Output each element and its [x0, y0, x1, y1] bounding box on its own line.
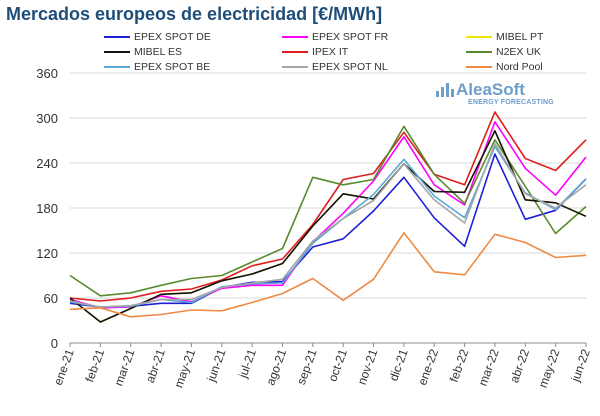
series-line-ipex-it — [69, 111, 587, 302]
legend-label: N2EX UK — [496, 46, 541, 58]
legend-item: MIBEL ES — [104, 45, 182, 59]
legend-label: MIBEL ES — [134, 46, 183, 58]
legend-item: Nord Pool — [466, 60, 543, 74]
legend-swatch — [466, 51, 492, 53]
x-tick-label: jun-22 — [568, 347, 593, 384]
legend-item: EPEX SPOT FR — [282, 30, 388, 44]
x-tick-label: abr-22 — [507, 347, 532, 385]
logo-tagline: ENERGY FORECASTING — [468, 99, 554, 106]
series-line-epex-spot-be — [69, 145, 587, 308]
series-line-n2ex-uk — [69, 125, 587, 297]
legend-label: EPEX SPOT BE — [134, 61, 211, 73]
legend-item: EPEX SPOT BE — [104, 60, 210, 74]
series-line-epex-spot-fr — [69, 121, 587, 309]
legend-swatch — [104, 66, 130, 68]
legend-swatch — [466, 66, 492, 68]
y-tick-label: 180 — [36, 201, 58, 216]
series-line-epex-spot-de — [69, 153, 587, 308]
x-tick-label: mar-21 — [111, 347, 137, 388]
x-tick-label: abr-21 — [143, 347, 168, 385]
legend-swatch — [282, 66, 308, 68]
series-line-mibel-pt — [69, 130, 587, 323]
x-tick-label: nov-21 — [355, 347, 381, 387]
legend-label: Nord Pool — [496, 61, 543, 73]
legend-item: N2EX UK — [466, 45, 541, 59]
legend-label: EPEX SPOT FR — [312, 31, 389, 43]
series-line-mibel-es — [69, 130, 587, 323]
x-tick-label: mar-22 — [476, 347, 502, 388]
y-tick-label: 240 — [36, 156, 58, 171]
x-tick-label: jun-21 — [204, 347, 229, 384]
legend-swatch — [282, 36, 308, 38]
legend-label: EPEX SPOT NL — [312, 61, 388, 73]
x-tick-label: jul-21 — [235, 347, 259, 381]
x-tick-label: feb-21 — [82, 347, 107, 384]
legend-item: EPEX SPOT DE — [104, 30, 211, 44]
legend-label: IPEX IT — [312, 46, 349, 58]
y-tick-label: 120 — [36, 246, 58, 261]
y-tick-label: 360 — [36, 66, 58, 81]
x-tick-label: may-22 — [536, 347, 563, 390]
legend-swatch — [104, 36, 130, 38]
x-tick-label: oct-21 — [325, 347, 350, 383]
aleasoft-logo: AleaSoft ENERGY FORECASTING — [436, 80, 586, 110]
x-tick-label: dic-21 — [386, 347, 410, 383]
legend-item: IPEX IT — [282, 45, 348, 59]
x-tick-label: ago-21 — [263, 347, 289, 387]
x-tick-label: ene-22 — [415, 347, 441, 387]
legend-swatch — [282, 51, 308, 53]
y-tick-label: 300 — [36, 111, 58, 126]
x-tick-label: may-21 — [171, 347, 198, 390]
series-line-epex-spot-nl — [69, 142, 587, 308]
legend-item: MIBEL PT — [466, 30, 543, 44]
legend-item: EPEX SPOT NL — [282, 60, 388, 74]
legend-label: MIBEL PT — [496, 31, 544, 43]
legend-swatch — [466, 36, 492, 38]
chart-title: Mercados europeos de electricidad [€/MWh… — [6, 4, 383, 24]
x-tick-label: ene-21 — [51, 347, 77, 387]
legend-swatch — [104, 51, 130, 53]
legend-label: EPEX SPOT DE — [134, 31, 211, 43]
x-tick-label: sep-21 — [294, 347, 320, 387]
y-tick-label: 60 — [44, 291, 58, 306]
series-line-nord-pool — [69, 232, 587, 318]
y-tick-label: 0 — [51, 336, 58, 351]
x-tick-label: feb-22 — [447, 347, 472, 384]
logo-mark-icon — [436, 83, 454, 97]
logo-name: AleaSoft — [456, 80, 525, 99]
